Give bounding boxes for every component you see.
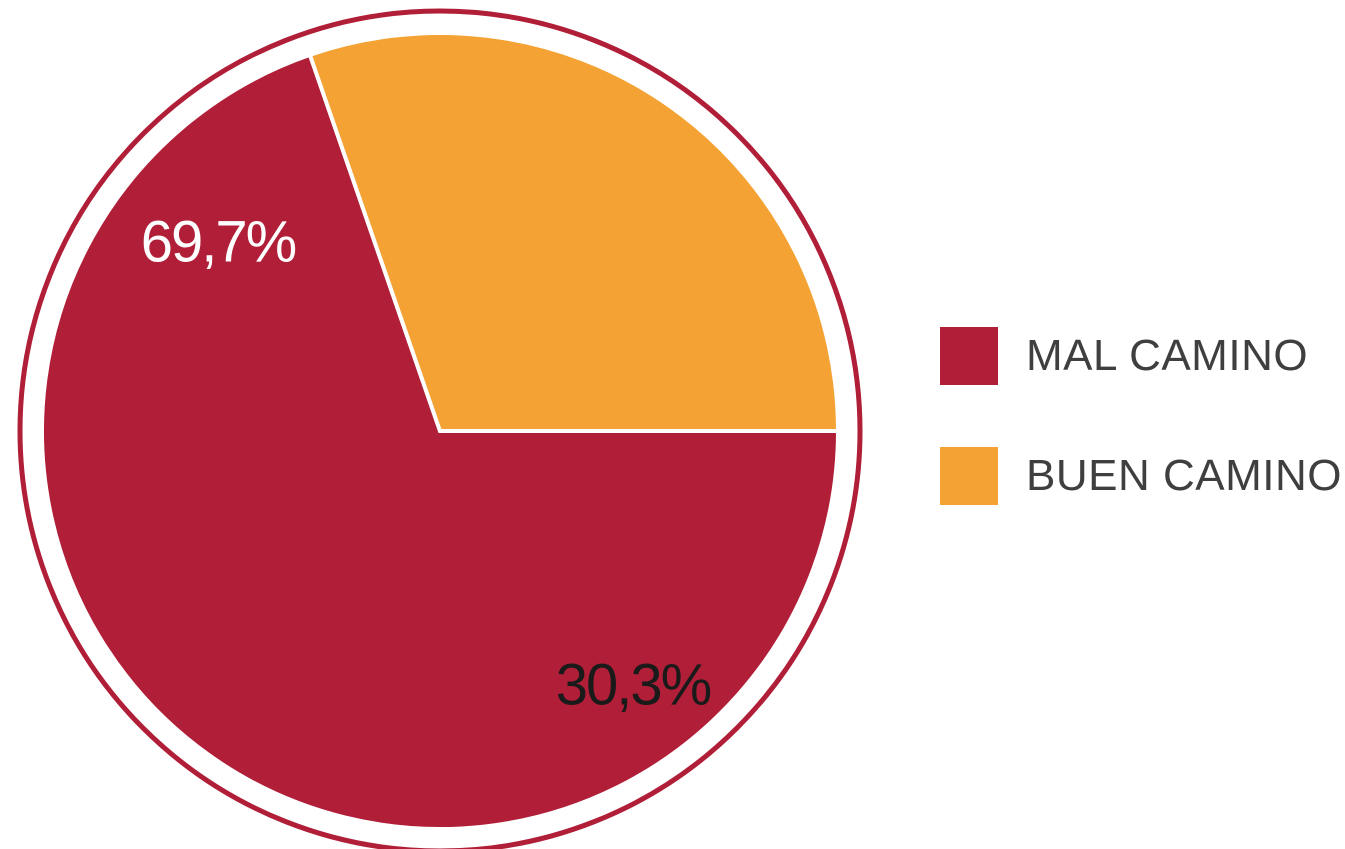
legend-item-buen-camino: BUEN CAMINO: [940, 447, 1342, 505]
legend: MAL CAMINO BUEN CAMINO: [940, 327, 1342, 567]
legend-item-mal-camino: MAL CAMINO: [940, 327, 1342, 385]
legend-swatch-mal-camino: [940, 327, 998, 385]
legend-swatch-buen-camino: [940, 447, 998, 505]
slice-label-buen-camino: 30,3%: [556, 652, 711, 717]
pie-slice-buen-camino: [307, 31, 841, 433]
legend-label-mal-camino: MAL CAMINO: [1026, 331, 1309, 380]
slice-label-mal-camino: 69,7%: [141, 209, 296, 274]
pie-slice-mal-camino: [40, 52, 841, 831]
outer-ring: [17, 8, 863, 849]
legend-label-buen-camino: BUEN CAMINO: [1026, 451, 1342, 500]
